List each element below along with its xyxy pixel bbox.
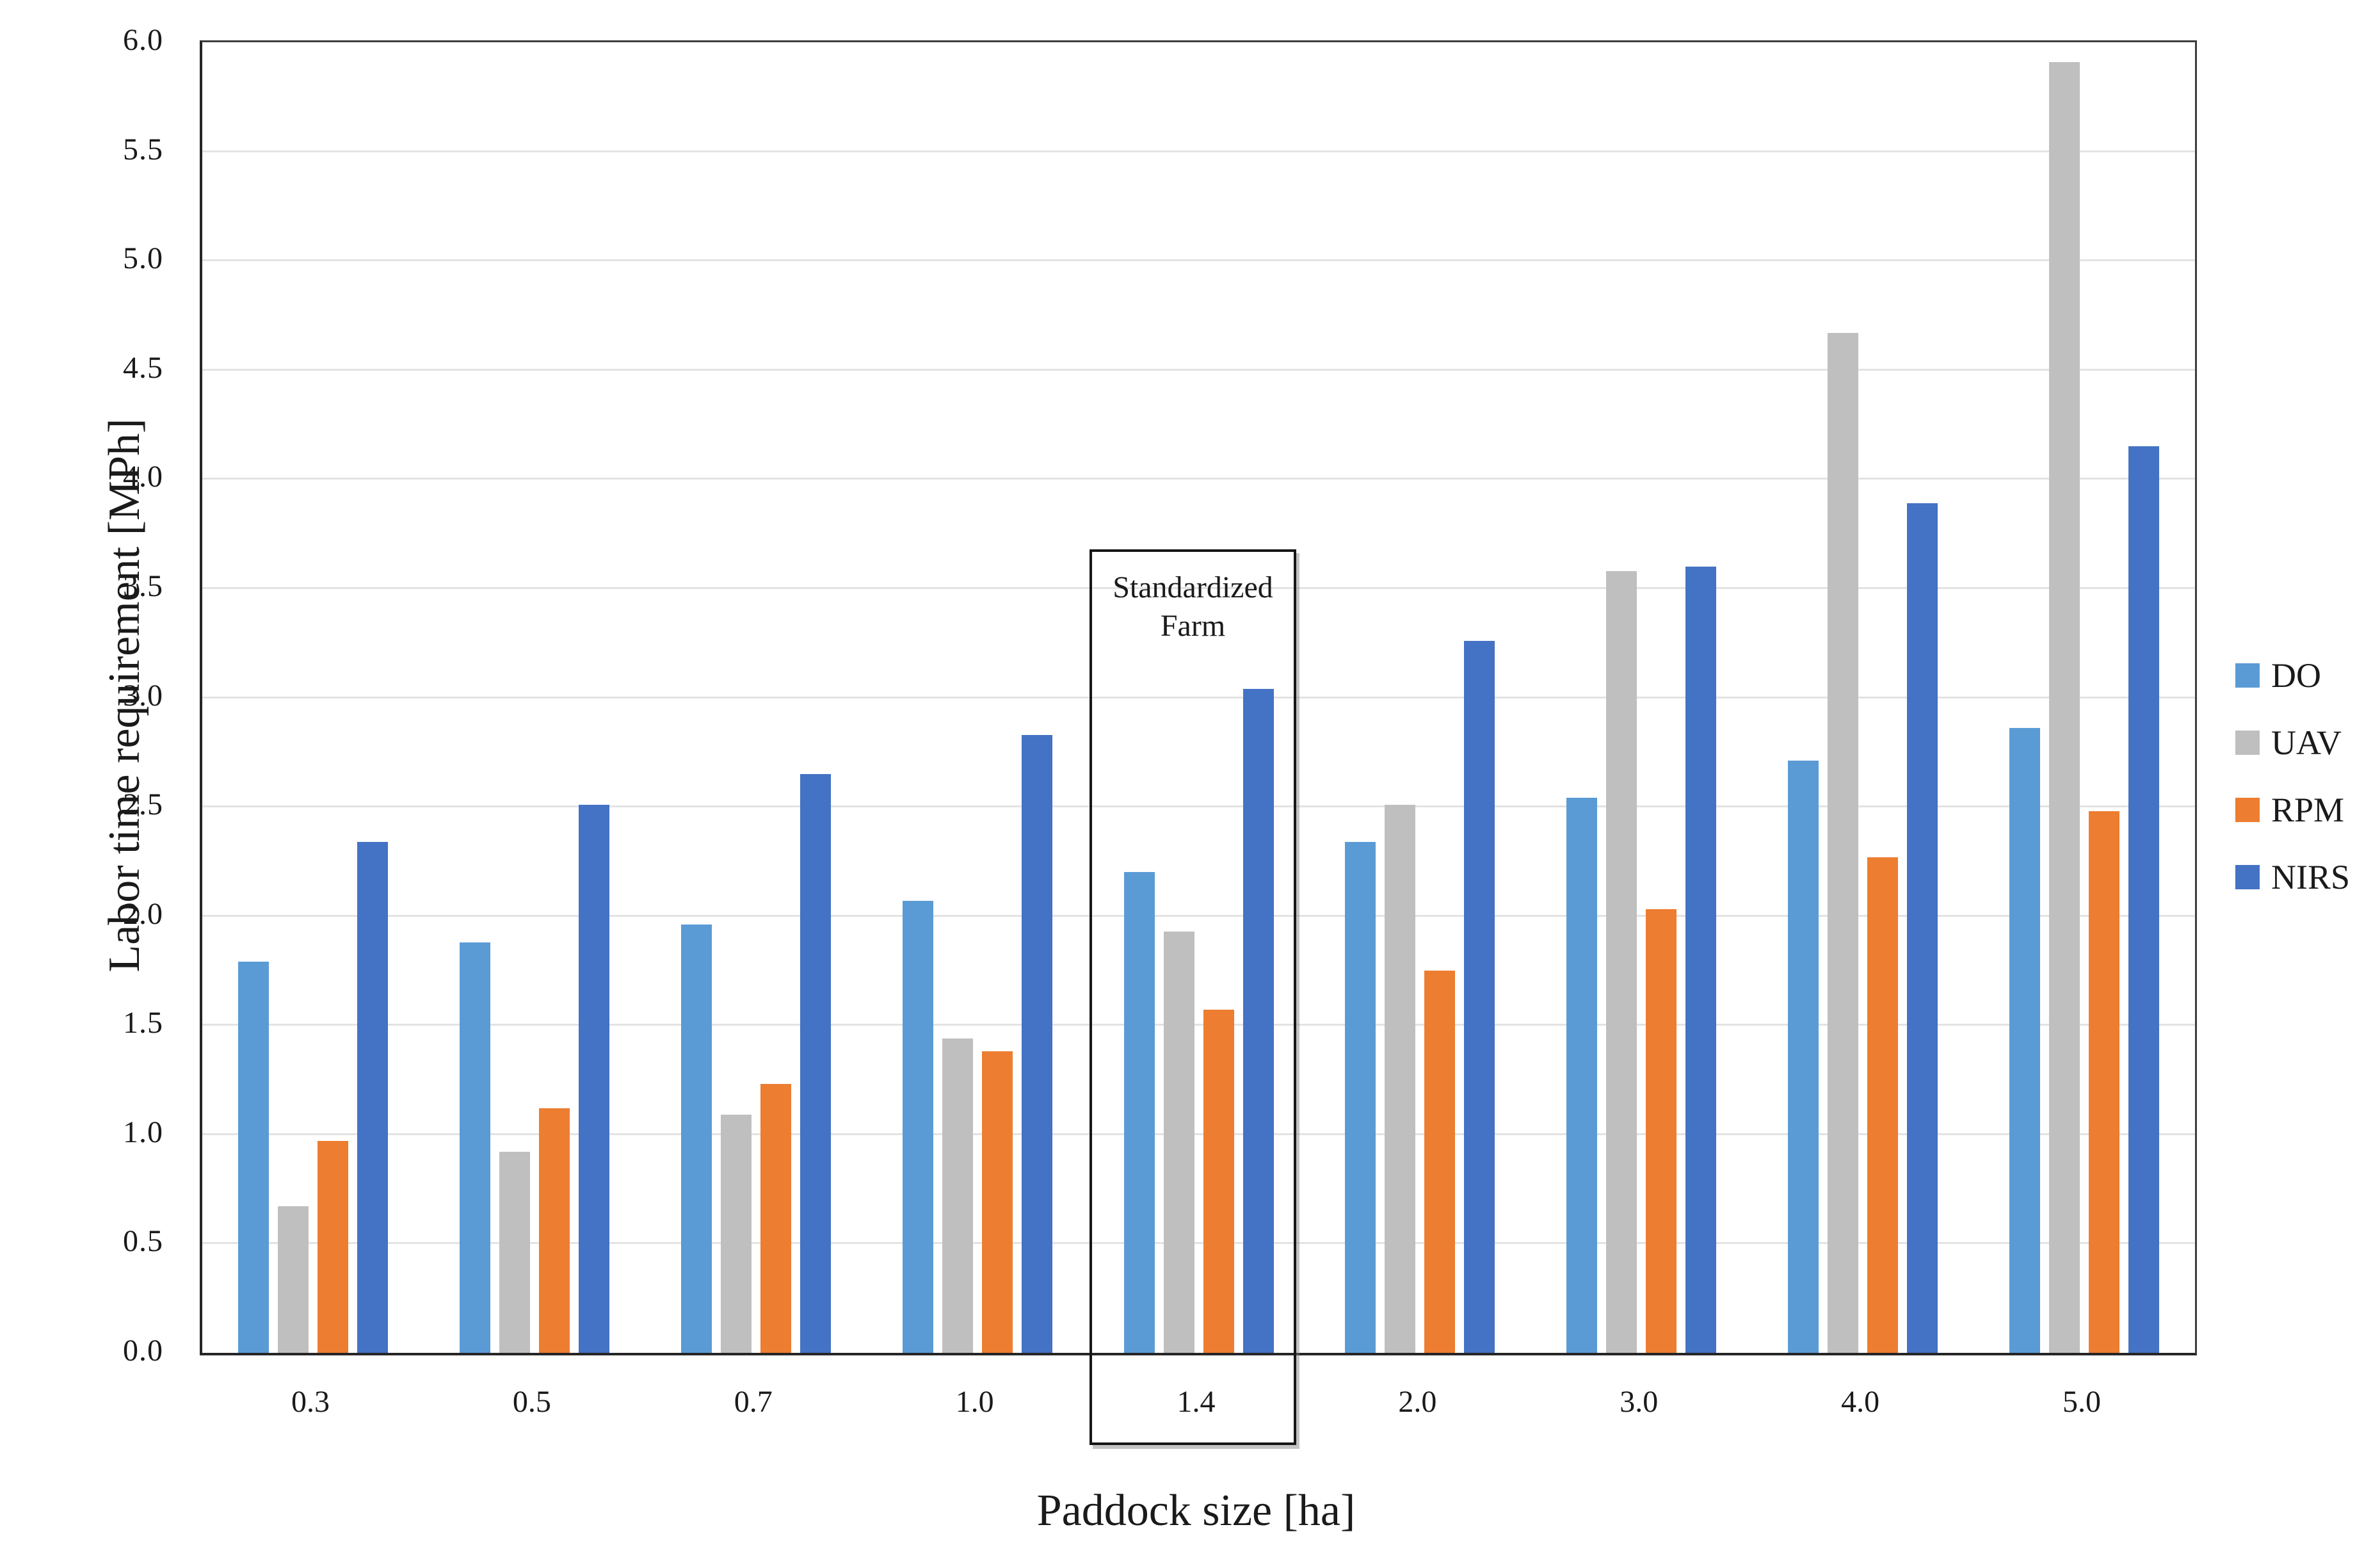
y-tick-label-4.5: 4.5 <box>123 350 163 385</box>
gridline <box>202 150 2195 152</box>
y-tick-label-2.0: 2.0 <box>123 896 163 931</box>
x-tick-label-1.4: 1.4 <box>1177 1385 1216 1419</box>
bar-do-0.5 <box>459 942 490 1353</box>
gridline <box>202 259 2195 262</box>
bar-do-1.4 <box>1123 872 1155 1353</box>
legend-swatch-do <box>2235 663 2260 688</box>
gridline <box>202 914 2195 917</box>
x-tick-label-4.0: 4.0 <box>1841 1385 1880 1419</box>
x-tick-label-1.0: 1.0 <box>955 1385 994 1419</box>
y-tick-label-1.0: 1.0 <box>123 1115 163 1149</box>
bar-rpm-5.0 <box>2089 811 2120 1353</box>
x-tick-label-0.7: 0.7 <box>734 1385 773 1419</box>
bar-do-1.0 <box>902 900 933 1353</box>
legend: DO UAV RPM NIRS <box>2235 642 2350 910</box>
bar-nirs-0.5 <box>578 804 609 1353</box>
bar-do-3.0 <box>1566 798 1598 1353</box>
bar-rpm-1.4 <box>1203 1010 1234 1353</box>
bar-nirs-1.0 <box>1021 734 1052 1353</box>
legend-swatch-rpm <box>2235 797 2260 822</box>
bar-rpm-4.0 <box>1867 857 1899 1353</box>
x-tick-label-2.0: 2.0 <box>1398 1385 1437 1419</box>
bar-uav-3.0 <box>1606 570 1637 1353</box>
bar-do-5.0 <box>2009 728 2041 1353</box>
bar-rpm-1.0 <box>981 1051 1013 1353</box>
bar-nirs-2.0 <box>1464 640 1495 1353</box>
bar-uav-1.4 <box>1163 931 1194 1353</box>
y-tick-label-0.5: 0.5 <box>123 1224 163 1259</box>
gridline <box>202 1024 2195 1026</box>
bar-uav-4.0 <box>1828 332 1859 1353</box>
bar-nirs-3.0 <box>1685 566 1717 1353</box>
y-tick-label-4.0: 4.0 <box>123 460 163 494</box>
legend-item-rpm: RPM <box>2235 776 2350 843</box>
bar-uav-1.0 <box>942 1038 973 1353</box>
bar-do-2.0 <box>1345 841 1376 1353</box>
x-tick-label-0.5: 0.5 <box>512 1385 551 1419</box>
y-tick-label-3.0: 3.0 <box>123 678 163 713</box>
y-tick-label-5.0: 5.0 <box>123 241 163 276</box>
bar-nirs-0.3 <box>357 841 388 1353</box>
bar-nirs-5.0 <box>2128 446 2160 1353</box>
bar-rpm-3.0 <box>1646 909 1677 1353</box>
y-tick-label-6.0: 6.0 <box>123 23 163 57</box>
y-tick-label-0.0: 0.0 <box>123 1334 163 1368</box>
bar-nirs-0.7 <box>800 773 831 1353</box>
x-tick-label-5.0: 5.0 <box>2062 1385 2102 1419</box>
bar-uav-0.3 <box>277 1206 309 1353</box>
y-tick-label-3.5: 3.5 <box>123 569 163 603</box>
legend-label-nirs: NIRS <box>2271 857 2351 896</box>
y-tick-label-1.5: 1.5 <box>123 1006 163 1040</box>
y-tick-label-5.5: 5.5 <box>123 132 163 166</box>
plot-area <box>200 40 2197 1355</box>
gridline <box>202 696 2195 699</box>
bar-do-0.3 <box>237 962 269 1353</box>
gridline <box>202 1242 2195 1245</box>
bar-uav-0.5 <box>499 1152 530 1353</box>
bar-uav-2.0 <box>1385 804 1416 1353</box>
bar-rpm-0.5 <box>538 1108 570 1353</box>
gridline <box>202 478 2195 480</box>
legend-item-nirs: NIRS <box>2235 843 2350 910</box>
bar-uav-5.0 <box>2049 61 2080 1353</box>
legend-label-do: DO <box>2271 656 2321 695</box>
bar-uav-0.7 <box>720 1115 752 1353</box>
bar-nirs-4.0 <box>1907 503 1938 1353</box>
gridline <box>202 1133 2195 1135</box>
bar-do-0.7 <box>680 925 712 1353</box>
gridline <box>202 586 2195 589</box>
bar-rpm-0.7 <box>760 1084 791 1353</box>
x-tick-label-3.0: 3.0 <box>1620 1385 1659 1419</box>
legend-swatch-nirs <box>2235 864 2260 889</box>
bar-nirs-1.4 <box>1242 688 1274 1353</box>
gridline <box>202 805 2195 808</box>
legend-item-uav: UAV <box>2235 709 2350 776</box>
bar-rpm-0.3 <box>317 1141 348 1353</box>
gridline <box>202 368 2195 371</box>
legend-swatch-uav <box>2235 730 2260 755</box>
bar-rpm-2.0 <box>1424 970 1456 1353</box>
x-tick-label-0.3: 0.3 <box>291 1385 330 1419</box>
y-tick-label-2.5: 2.5 <box>123 788 163 822</box>
legend-label-uav: UAV <box>2271 723 2342 762</box>
legend-item-do: DO <box>2235 642 2350 709</box>
standardized-farm-label: Standardized Farm <box>1113 570 1273 643</box>
bar-do-4.0 <box>1788 761 1819 1353</box>
standardized-farm-box: Standardized Farm <box>1089 549 1296 1445</box>
x-axis-title: Paddock size [ha] <box>1036 1486 1356 1535</box>
legend-label-rpm: RPM <box>2271 790 2345 829</box>
